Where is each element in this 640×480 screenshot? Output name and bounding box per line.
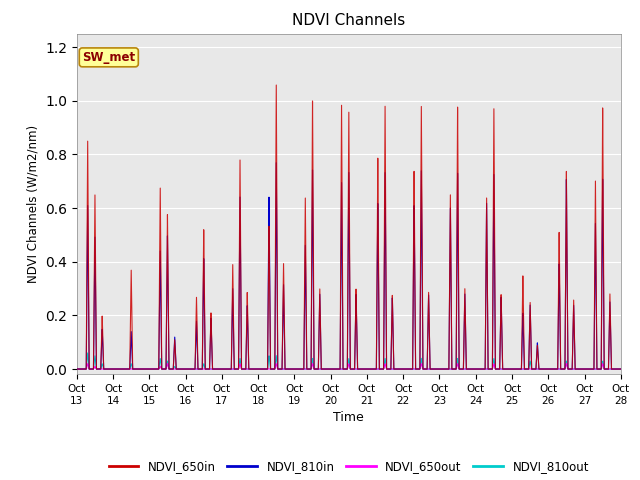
X-axis label: Time: Time [333,411,364,424]
Title: NDVI Channels: NDVI Channels [292,13,405,28]
Text: SW_met: SW_met [82,51,136,64]
Legend: NDVI_650in, NDVI_810in, NDVI_650out, NDVI_810out: NDVI_650in, NDVI_810in, NDVI_650out, NDV… [104,455,594,478]
Y-axis label: NDVI Channels (W/m2/nm): NDVI Channels (W/m2/nm) [26,125,40,283]
